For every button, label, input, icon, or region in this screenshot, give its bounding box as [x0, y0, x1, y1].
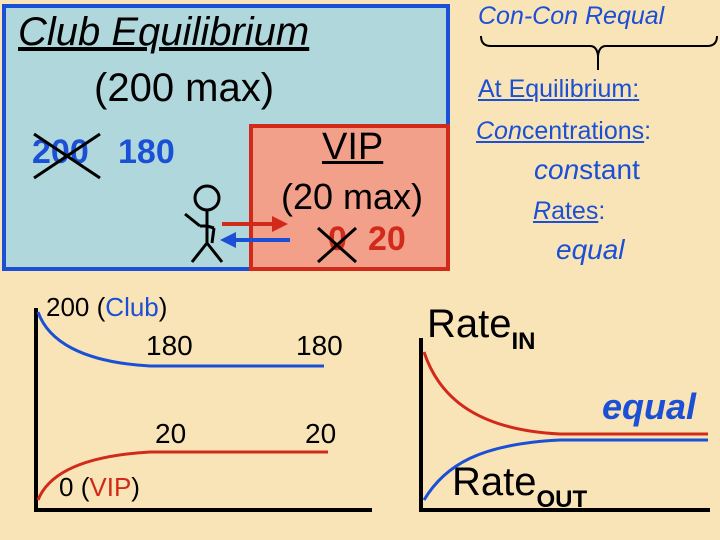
concon-heading: Con-Con Requal [478, 2, 665, 30]
brace-icon [480, 35, 718, 57]
at-equilibrium-text: At Equilibrium [478, 75, 633, 103]
vip-eq-label-a: 20 [155, 418, 187, 449]
club-title: Club Equilibrium [18, 10, 310, 54]
vip-eq-label-b: 20 [305, 418, 337, 449]
conc-colon: : [644, 117, 652, 145]
rate-colon: : [598, 197, 606, 225]
rate-out-curve [422, 438, 708, 501]
rate-in-sub: IN [511, 328, 536, 355]
vip-name: VIP [89, 472, 132, 502]
club-new-count: 180 [118, 133, 175, 171]
club-start: 200 [46, 292, 90, 322]
club-eq-label-a: 180 [146, 330, 193, 361]
rate-in-word: Rate [427, 302, 512, 346]
conc-prefix: Con [476, 117, 522, 145]
vip-title: VIP [322, 126, 384, 168]
concentrations-value: constant [534, 154, 640, 186]
club-max: (200 max) [94, 66, 275, 110]
vip-concentration-curve [36, 450, 328, 501]
conc-suffix: centrations [521, 117, 645, 145]
vip-paren-close: ) [131, 472, 140, 502]
rate-prefix: R [533, 197, 552, 225]
conc-value-suffix: stant [579, 154, 640, 185]
concentration-graph [34, 308, 372, 512]
rate-graph [419, 338, 710, 512]
club-name: Club [105, 292, 159, 322]
rates-label: Rates: [533, 197, 605, 226]
vip-new-count: 20 [368, 220, 406, 258]
club-concentration-curve [36, 311, 324, 368]
at-equilibrium-label: At Equilibrium: [478, 75, 639, 104]
vip-old-strike [316, 226, 358, 264]
vip-start: 0 [59, 472, 74, 502]
rates-equal-label: equal [602, 386, 697, 427]
vip-paren-open: ( [80, 472, 90, 502]
concentrations-label: Concentrations: [476, 117, 651, 146]
person-icon [184, 184, 224, 263]
rate-suffix: ates [551, 197, 599, 225]
arrow-right-icon [222, 216, 288, 232]
club-paren-open: ( [96, 292, 106, 322]
graph-club-label: 200 (Club) [46, 292, 167, 323]
vip-max: (20 max) [281, 176, 424, 217]
vip-box [249, 124, 450, 271]
conc-value-prefix: con [534, 154, 580, 185]
at-equilibrium-colon: : [632, 75, 640, 103]
graph-vip-label: 0 (VIP) [59, 472, 140, 503]
rate-in-curve [422, 351, 708, 436]
rate-in-label: RateIN [427, 302, 536, 356]
rate-out-word: Rate [452, 460, 537, 504]
club-old-strike [33, 132, 101, 180]
club-paren-close: ) [158, 292, 168, 322]
rates-value: equal [556, 234, 625, 265]
arrow-left-icon [220, 232, 290, 248]
club-eq-label-b: 180 [296, 330, 343, 361]
